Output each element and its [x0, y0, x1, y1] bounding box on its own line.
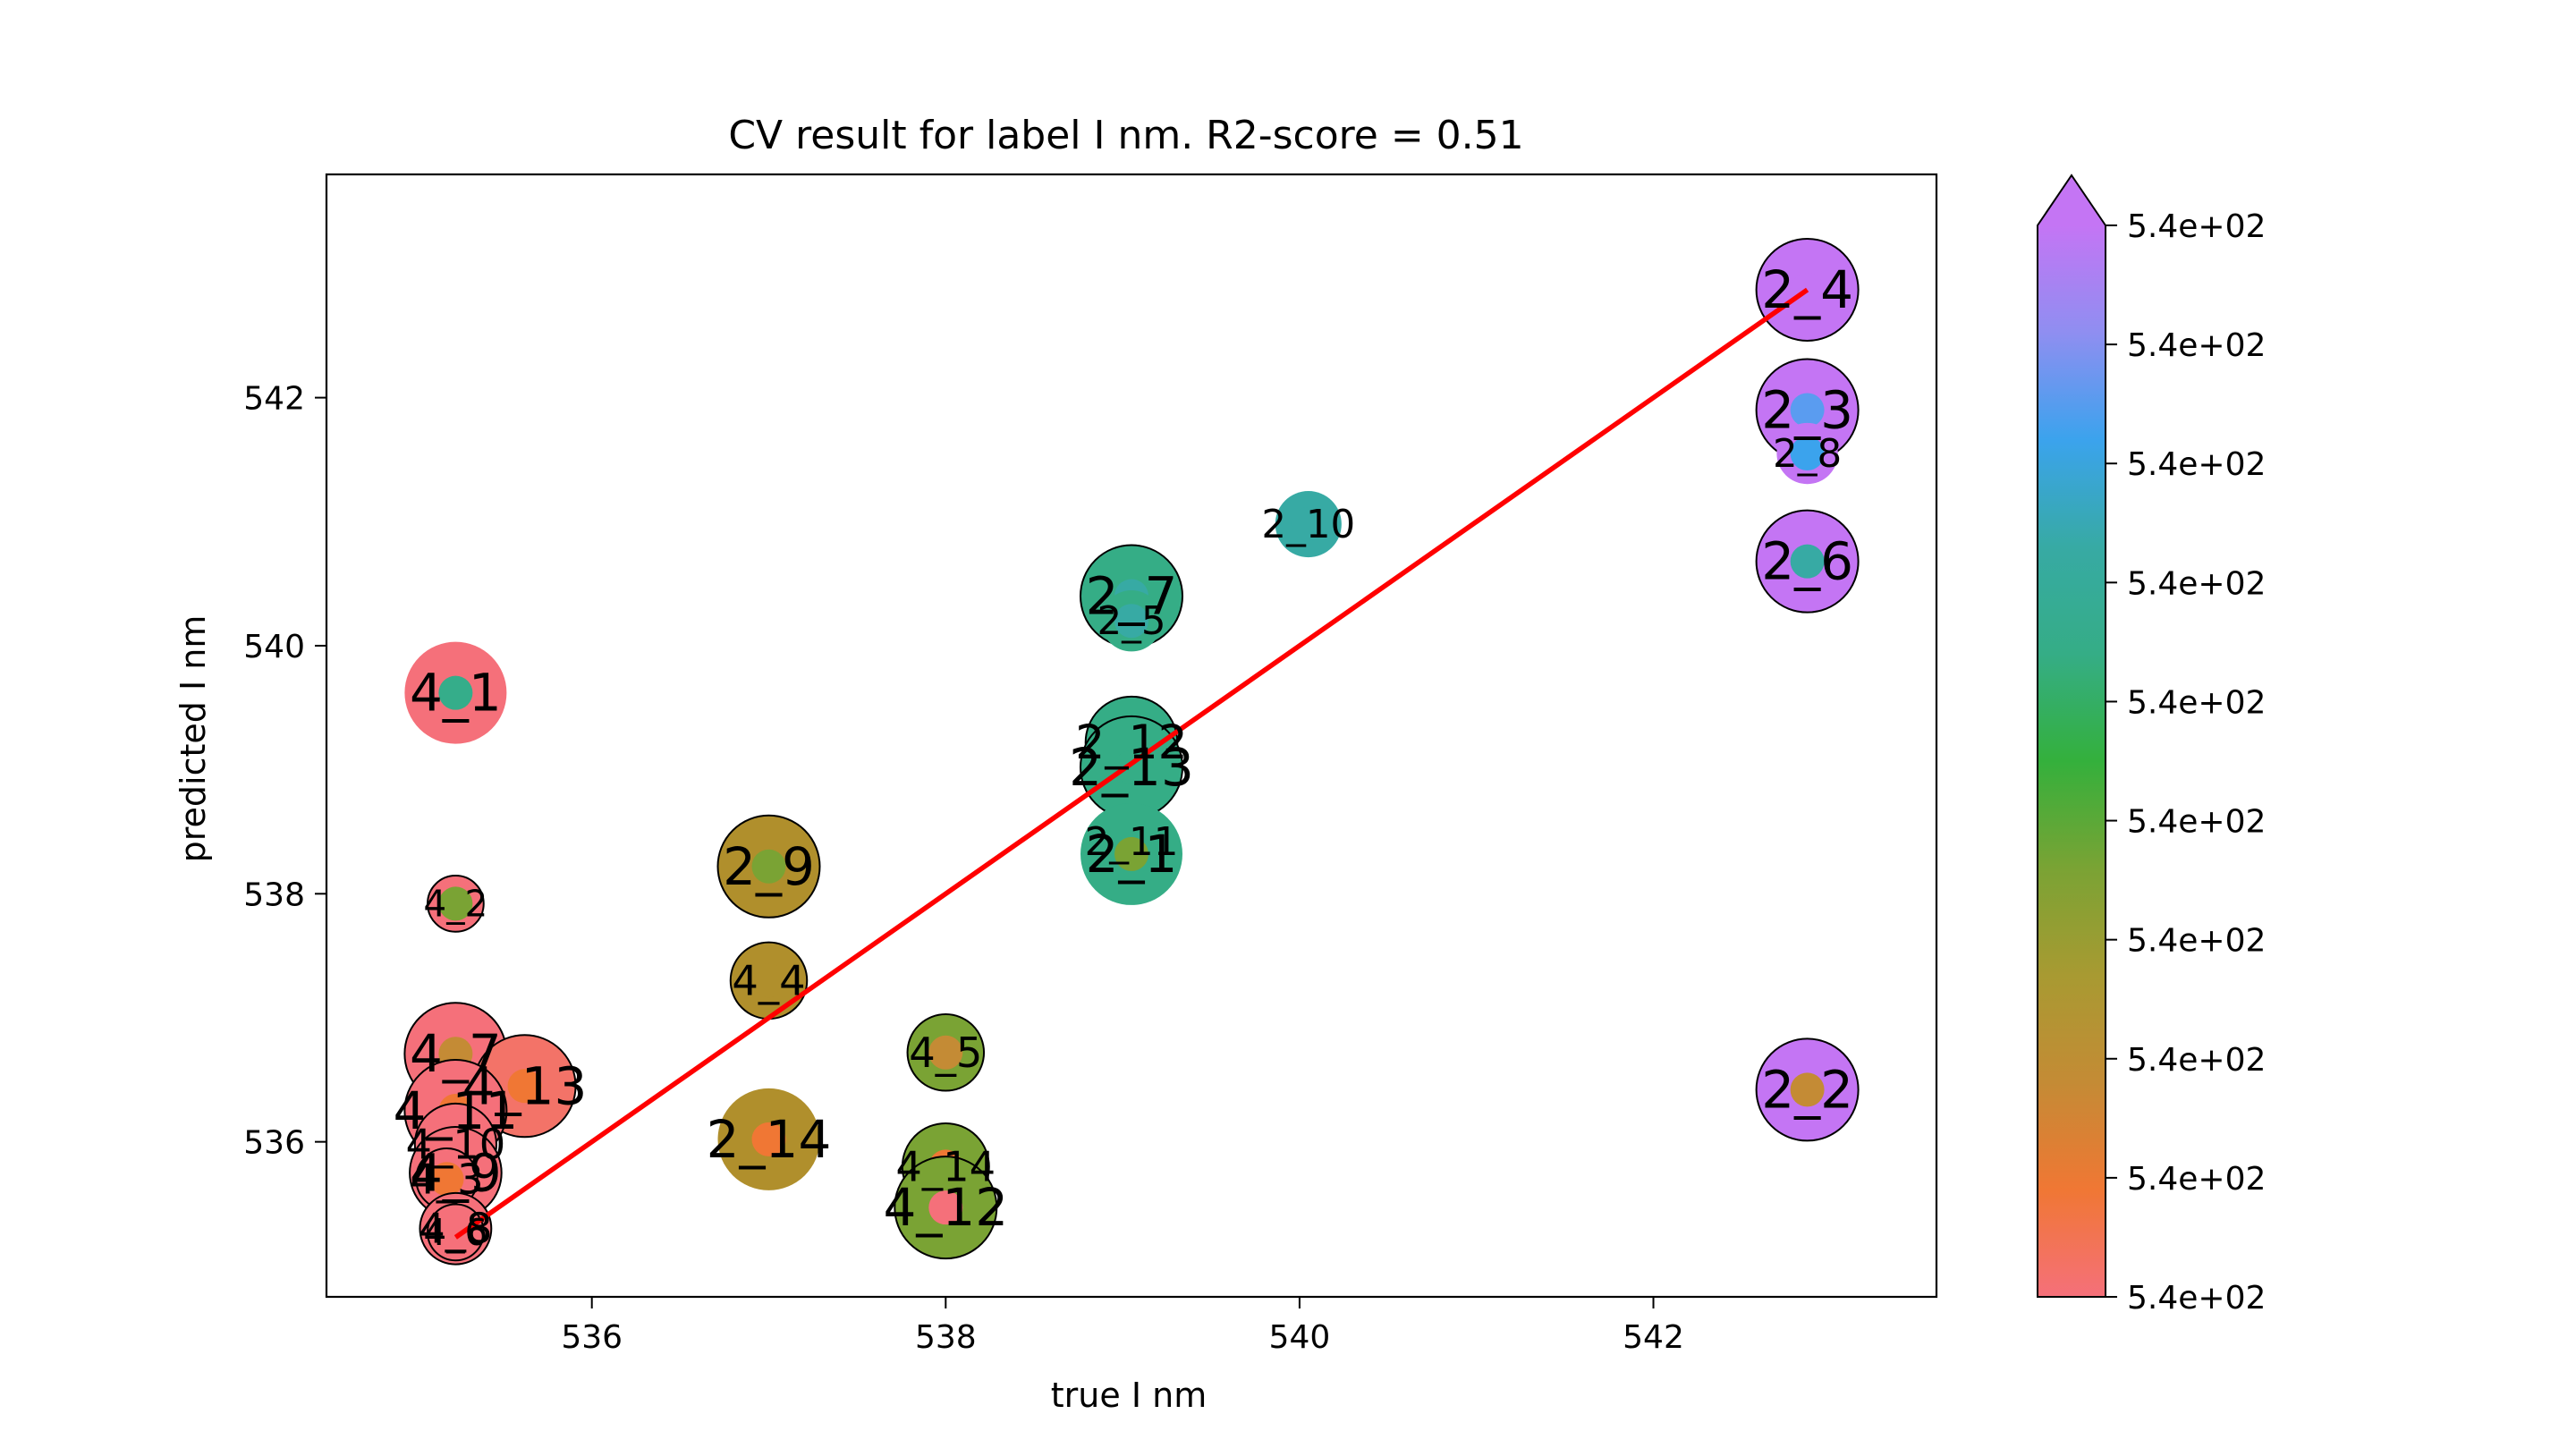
point-label: 4_12: [883, 1177, 1008, 1238]
colorbar-tick-label: 5.4e+02: [2127, 684, 2266, 721]
plot-area: 4_1 4_2 4_74_134_114_104_94_34_84_6 2_9 4_4 2…: [325, 173, 1938, 1299]
point-label: 2_5: [1097, 599, 1165, 644]
point-label: 2_12: [1075, 716, 1188, 770]
point-label: 2_1: [1086, 824, 1178, 885]
x-tick-label: 542: [1623, 1319, 1684, 1356]
colorbar-tick-label: 5.4e+02: [2127, 923, 2266, 960]
colorbar-tick-label: 5.4e+02: [2127, 1042, 2266, 1079]
point-label: 4_8: [419, 1205, 492, 1253]
colorbar-tick-label: 5.4e+02: [2127, 1161, 2266, 1198]
x-tick-label: 536: [561, 1319, 623, 1356]
point-label: 2_2: [1761, 1059, 1853, 1120]
y-axis-label: predicted I nm: [174, 615, 213, 863]
x-axis-label: true I nm: [1051, 1376, 1207, 1415]
point-label: 4_7: [410, 1023, 502, 1084]
point-label: 4_4: [732, 956, 805, 1004]
points-layer: [403, 237, 1860, 1266]
point-label: 2_8: [1773, 432, 1842, 477]
point-inner-marker: [751, 1122, 786, 1156]
colorbar-outline: [2037, 174, 2106, 1298]
point-label: 2_11: [1085, 820, 1179, 865]
point-label: 4_5: [909, 1029, 982, 1077]
point-labels-layer: 4_1 4_2 4_74_134_114_104_94_34_84_6 2_9 4_4 2…: [394, 259, 1853, 1254]
point-label: 4_14: [895, 1142, 996, 1190]
point-inner-marker: [438, 1215, 473, 1249]
colorbar-tick-label: 5.4e+02: [2127, 804, 2266, 841]
point-label: 4_2: [423, 882, 487, 925]
colorbar-tick-label: 5.4e+02: [2127, 327, 2266, 364]
x-tick-label: 538: [915, 1319, 977, 1356]
point-label: 4_13: [462, 1055, 588, 1116]
point-inner-marker: [1790, 1072, 1825, 1107]
point-inner-marker: [1114, 836, 1148, 871]
fit-line: [453, 287, 1809, 1240]
point-label: 2_4: [1761, 259, 1853, 320]
point-inner-marker: [1790, 544, 1825, 579]
y-axis: 536 538 540 542: [243, 381, 326, 1162]
point-inner-marker: [438, 886, 473, 921]
point-label: 4_1: [410, 663, 502, 724]
point-label: 4_9: [410, 1142, 502, 1203]
colorbar-tick-label: 5.4e+02: [2127, 446, 2266, 483]
point-inner-marker: [751, 849, 786, 884]
point-inner-marker: [507, 1069, 542, 1104]
point-label: 2_10: [1261, 503, 1355, 547]
x-tick-label: 540: [1269, 1319, 1331, 1356]
colorbar: 5.4e+02 5.4e+02 5.4e+02 5.4e+02 5.4e+02 5.4e+…: [2037, 174, 2266, 1317]
point-inner-marker: [1291, 507, 1326, 542]
y-tick-label: 540: [243, 629, 305, 665]
point-label: 4_3: [410, 1155, 483, 1203]
point-label: 2_6: [1761, 531, 1853, 592]
point-inner-marker: [928, 1190, 963, 1225]
plot-frame: [325, 173, 1938, 1299]
y-tick-label: 542: [243, 381, 305, 418]
y-tick-label: 538: [243, 876, 305, 913]
point-inner-marker: [429, 1162, 464, 1197]
point-inner-marker: [928, 1035, 963, 1070]
point-label: 2_14: [707, 1109, 832, 1170]
point-inner-marker: [438, 675, 473, 710]
point-inner-marker: [1114, 604, 1148, 639]
colorbar-tick-label: 5.4e+02: [2127, 1280, 2266, 1317]
point-label: 2_3: [1761, 379, 1853, 440]
point-label: 2_7: [1086, 565, 1178, 626]
colorbar-gradient: [2038, 225, 2106, 1297]
point-label: 2_9: [723, 836, 815, 897]
point-label: 4_11: [394, 1080, 519, 1141]
colorbar-tick-label: 5.4e+02: [2127, 208, 2266, 245]
point-inner-marker: [1790, 436, 1825, 471]
point-inner-marker: [1790, 393, 1825, 428]
x-axis: 536 538 540 542: [561, 1297, 1684, 1356]
y-tick-label: 536: [243, 1125, 305, 1162]
point-label: 4_10: [406, 1120, 506, 1168]
point-label: 2_13: [1069, 737, 1194, 798]
point-label: 4_6: [423, 1211, 487, 1254]
colorbar-tick-label: 5.4e+02: [2127, 565, 2266, 602]
chart-title: CV result for label I nm. R2-score = 0.5…: [728, 113, 1523, 158]
colorbar-extend-arrow: [2038, 175, 2106, 225]
point-inner-marker: [751, 963, 786, 998]
